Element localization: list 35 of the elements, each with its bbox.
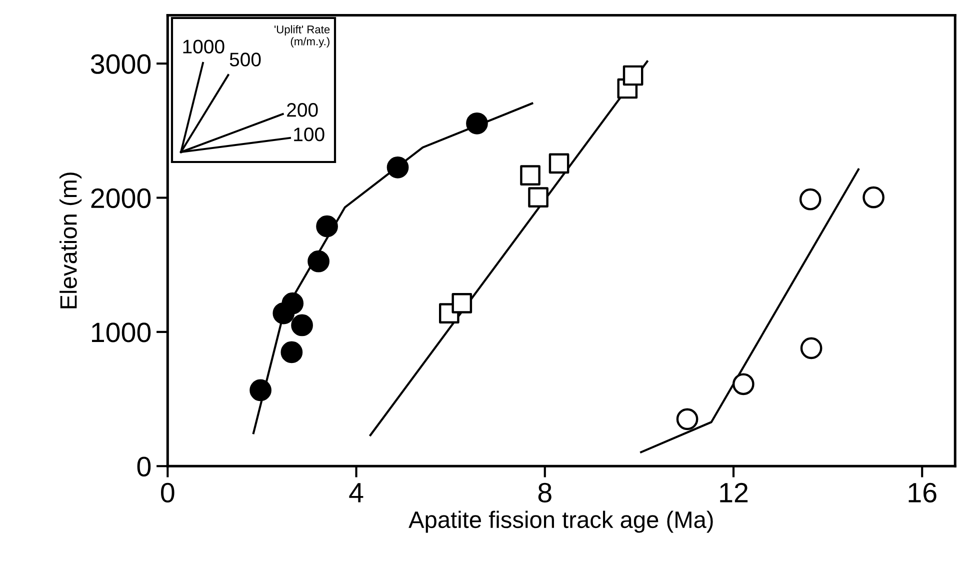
x-tick-label: 8 <box>538 482 552 502</box>
point <box>528 187 548 208</box>
annotation: 1000 <box>183 40 224 54</box>
point <box>520 165 540 186</box>
point <box>452 293 472 314</box>
annotation: 500 <box>230 52 261 66</box>
x-axis-title: Apatite fission track age (Ma) <box>408 510 713 533</box>
y-tick-label: 2000 <box>91 188 151 208</box>
point <box>676 408 698 430</box>
point <box>386 156 409 178</box>
annotation: 'Uplift' Rate (m/m.y.) <box>274 25 330 48</box>
y-axis-title: Elevation (m) <box>60 172 82 308</box>
point <box>466 112 488 134</box>
point <box>291 314 313 336</box>
y-tick-label: 3000 <box>90 54 151 74</box>
point <box>732 373 754 396</box>
x-tick-label: 12 <box>720 482 748 502</box>
x-tick-label: 16 <box>908 482 936 502</box>
point <box>282 292 304 314</box>
annotation: 200 <box>287 103 318 117</box>
annotation: 100 <box>294 128 324 142</box>
x-tick-label: 0 <box>161 482 174 502</box>
point <box>800 337 822 360</box>
point <box>280 341 303 364</box>
point <box>308 250 330 272</box>
line-series <box>252 102 534 434</box>
point <box>799 188 822 210</box>
x-tick-label: 4 <box>349 483 364 502</box>
point <box>548 153 570 174</box>
point <box>862 186 884 208</box>
point <box>622 65 644 86</box>
point <box>316 215 338 238</box>
point <box>250 379 272 402</box>
y-tick-label: 0 <box>137 456 151 476</box>
y-tick-label: 1000 <box>92 322 151 342</box>
